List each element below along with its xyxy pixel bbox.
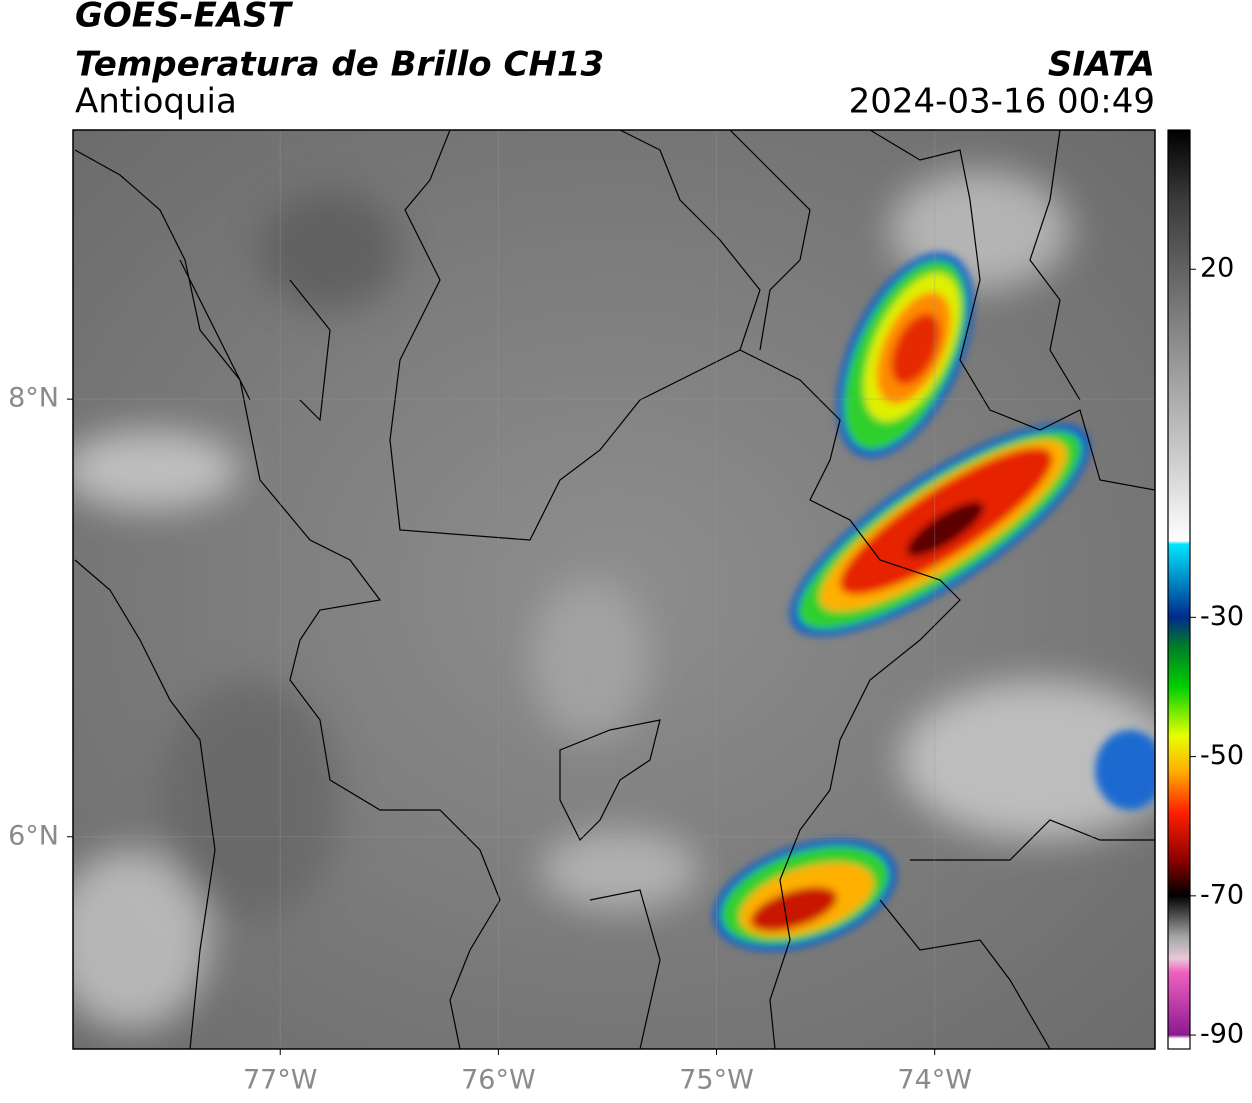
- region: Antioquia: [75, 82, 237, 122]
- graticule: [73, 130, 1155, 1049]
- map-frame: [72, 129, 1156, 1050]
- title: GOES-EAST: [75, 0, 294, 36]
- colorbar-tick-label: 20: [1200, 253, 1234, 284]
- source: SIATA: [1048, 45, 1155, 85]
- x-tick-label: 77°W: [243, 1065, 318, 1096]
- timestamp: 2024-03-16 00:49: [849, 82, 1155, 122]
- boundaries: [74, 130, 1155, 1049]
- colorbar-tick-label: -90: [1200, 1019, 1244, 1050]
- colorbar-tick-label: -70: [1200, 879, 1244, 910]
- colorbar-tick-label: -50: [1200, 740, 1244, 771]
- x-tick-label: 76°W: [461, 1065, 536, 1096]
- colorbar: [1168, 130, 1190, 1049]
- colorbar-frame: [1167, 129, 1191, 1050]
- colorbar-tick-label: -30: [1200, 601, 1244, 632]
- y-tick-label: 8°N: [8, 383, 59, 414]
- x-tick-label: 75°W: [679, 1065, 754, 1096]
- colorbar-fill: [1168, 130, 1190, 1049]
- subtitle: Temperatura de Brillo CH13: [75, 45, 604, 85]
- satellite-image: [73, 130, 1155, 1049]
- x-tick-label: 74°W: [897, 1065, 972, 1096]
- y-tick-label: 6°N: [8, 820, 59, 851]
